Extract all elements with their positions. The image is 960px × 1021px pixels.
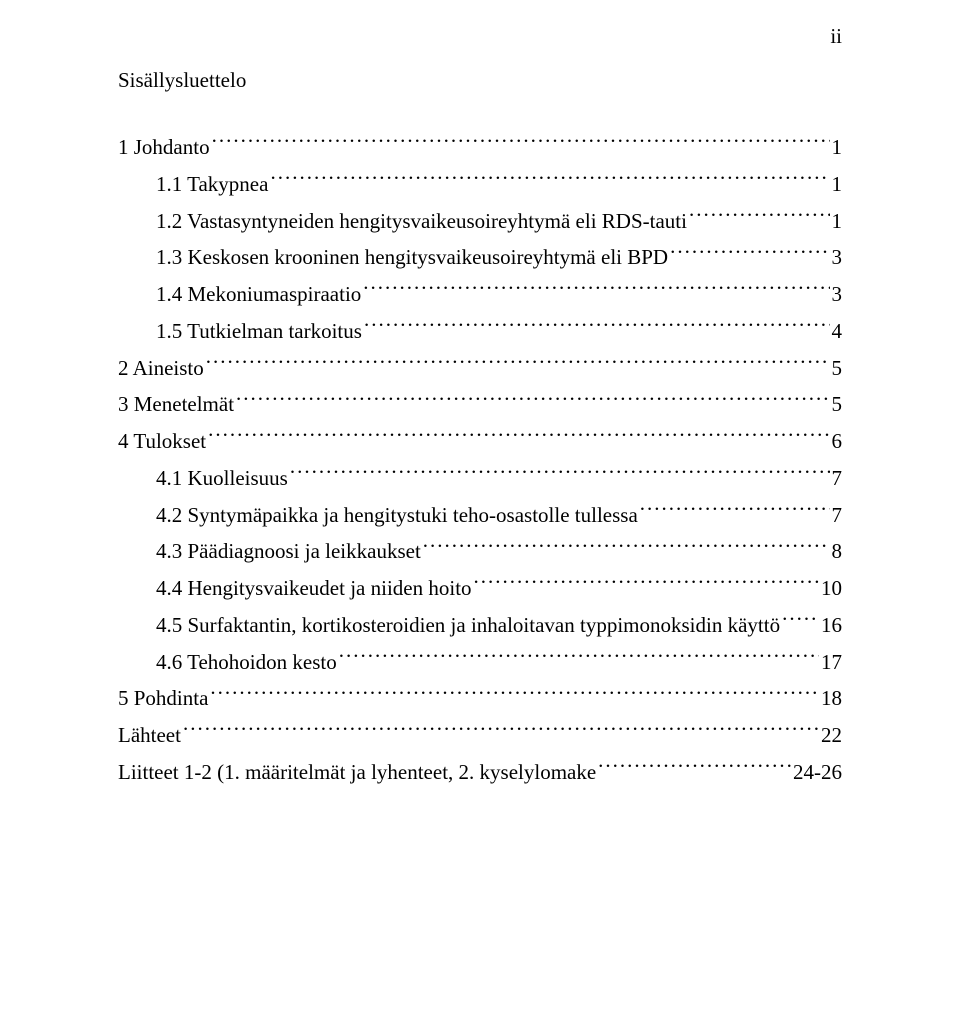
toc-entry-page: 17 <box>821 644 842 681</box>
toc-row: 4.3 Päädiagnoosi ja leikkaukset 8 <box>118 533 842 570</box>
toc-row: 4.4 Hengitysvaikeudet ja niiden hoito 10 <box>118 570 842 607</box>
toc-leader-dots <box>363 280 829 301</box>
toc-entry-label: 3 Menetelmät <box>118 386 234 423</box>
toc-entry-page: 1 <box>832 129 843 166</box>
toc-row: 4.2 Syntymäpaikka ja hengitystuki teho-o… <box>118 497 842 534</box>
toc-entry-page: 8 <box>832 533 843 570</box>
toc-entry-label: Lähteet <box>118 717 181 754</box>
toc-entry-page: 7 <box>832 460 843 497</box>
toc-row: 1.3 Keskosen krooninen hengitysvaikeusoi… <box>118 239 842 276</box>
toc-leader-dots <box>206 354 830 375</box>
toc-row: Liitteet 1-2 (1. määritelmät ja lyhentee… <box>118 754 842 791</box>
toc-entry-label: 1.4 Mekoniumaspiraatio <box>156 276 361 313</box>
toc-row: 1.2 Vastasyntyneiden hengitysvaikeusoire… <box>118 203 842 240</box>
toc-entry-page: 5 <box>832 386 843 423</box>
toc-leader-dots <box>210 684 819 705</box>
toc-row: 4.5 Surfaktantin, kortikosteroidien ja i… <box>118 607 842 644</box>
toc-row: 3 Menetelmät 5 <box>118 386 842 423</box>
toc-leader-dots <box>782 611 819 632</box>
toc-entry-page: 24-26 <box>793 754 842 791</box>
toc-entry-page: 1 <box>832 203 843 240</box>
toc-row: Lähteet 22 <box>118 717 842 754</box>
toc-entry-page: 7 <box>832 497 843 534</box>
toc-leader-dots <box>183 721 819 742</box>
toc-row: 2 Aineisto 5 <box>118 350 842 387</box>
toc-entry-label: 2 Aineisto <box>118 350 204 387</box>
toc-entry-page: 4 <box>832 313 843 350</box>
toc-row: 4.6 Tehohoidon kesto 17 <box>118 644 842 681</box>
toc-leader-dots <box>208 427 829 448</box>
toc-entry-page: 18 <box>821 680 842 717</box>
toc-entry-page: 16 <box>821 607 842 644</box>
toc-leader-dots <box>670 243 829 264</box>
toc-row: 1 Johdanto 1 <box>118 129 842 166</box>
toc-entry-label: 1.2 Vastasyntyneiden hengitysvaikeusoire… <box>156 203 687 240</box>
toc-entry-label: 4.6 Tehohoidon kesto <box>156 644 337 681</box>
toc-leader-dots <box>212 133 830 154</box>
toc-leader-dots <box>290 464 830 485</box>
toc-entry-label: 1.3 Keskosen krooninen hengitysvaikeusoi… <box>156 239 668 276</box>
toc-row: 5 Pohdinta 18 <box>118 680 842 717</box>
toc-entry-label: 4.5 Surfaktantin, kortikosteroidien ja i… <box>156 607 780 644</box>
toc-list: 1 Johdanto 1 1.1 Takypnea 1 1.2 Vastasyntyne… <box>118 129 842 791</box>
toc-entry-label: 4.1 Kuolleisuus <box>156 460 288 497</box>
toc-entry-page: 10 <box>821 570 842 607</box>
toc-entry-page: 5 <box>832 350 843 387</box>
toc-title: Sisällysluettelo <box>118 68 842 93</box>
toc-entry-page: 3 <box>832 239 843 276</box>
toc-entry-page: 6 <box>832 423 843 460</box>
toc-entry-label: 4.2 Syntymäpaikka ja hengitystuki teho-o… <box>156 497 638 534</box>
toc-entry-label: 1.1 Takypnea <box>156 166 268 203</box>
toc-leader-dots <box>598 758 791 779</box>
toc-row: 1.5 Tutkielman tarkoitus 4 <box>118 313 842 350</box>
toc-entry-label: 1 Johdanto <box>118 129 210 166</box>
toc-row: 1.4 Mekoniumaspiraatio 3 <box>118 276 842 313</box>
toc-leader-dots <box>339 648 819 669</box>
toc-entry-label: 4 Tulokset <box>118 423 206 460</box>
toc-leader-dots <box>474 574 819 595</box>
toc-leader-dots <box>689 207 830 228</box>
page-number: ii <box>830 24 842 49</box>
toc-row: 4.1 Kuolleisuus 7 <box>118 460 842 497</box>
toc-entry-page: 1 <box>832 166 843 203</box>
toc-leader-dots <box>236 390 829 411</box>
toc-leader-dots <box>270 170 829 191</box>
document-page: ii Sisällysluettelo 1 Johdanto11.1 Takyp… <box>0 0 960 1021</box>
toc-entry-label: 5 Pohdinta <box>118 680 208 717</box>
toc-entry-page: 3 <box>832 276 843 313</box>
toc-entry-label: 1.5 Tutkielman tarkoitus <box>156 313 362 350</box>
toc-entry-label: 4.3 Päädiagnoosi ja leikkaukset <box>156 533 421 570</box>
toc-entry-label: Liitteet 1-2 (1. määritelmät ja lyhentee… <box>118 754 596 791</box>
toc-leader-dots <box>640 501 830 522</box>
toc-entry-label: 4.4 Hengitysvaikeudet ja niiden hoito <box>156 570 472 607</box>
toc-row: 4 Tulokset 6 <box>118 423 842 460</box>
toc-leader-dots <box>423 537 830 558</box>
toc-leader-dots <box>364 317 830 338</box>
toc-entry-page: 22 <box>821 717 842 754</box>
toc-row: 1.1 Takypnea 1 <box>118 166 842 203</box>
